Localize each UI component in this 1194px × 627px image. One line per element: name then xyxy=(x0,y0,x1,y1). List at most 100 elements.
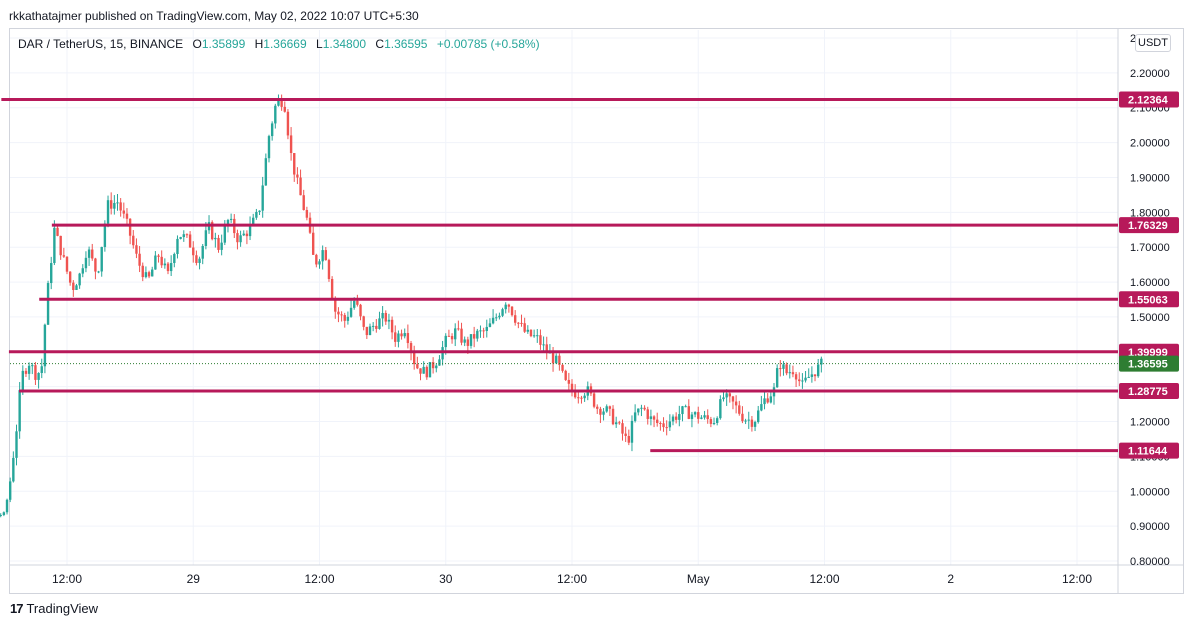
candle-body xyxy=(270,123,274,137)
candle-body xyxy=(419,368,422,374)
candle-body xyxy=(289,135,293,154)
candle-body xyxy=(779,368,782,370)
tradingview-logo[interactable]: 17 TradingView xyxy=(10,601,98,616)
candle-body xyxy=(785,364,788,374)
candle-body xyxy=(798,379,801,382)
candle-body xyxy=(198,258,201,263)
candle-body xyxy=(697,412,700,419)
candle-body xyxy=(513,315,517,323)
publisher-line: rkkathatajmer published on TradingView.c… xyxy=(9,9,419,23)
legend-close-label: C xyxy=(375,37,385,51)
candle-body xyxy=(577,397,580,399)
candle-body xyxy=(40,366,43,374)
candle-body xyxy=(416,364,419,369)
candle-body xyxy=(627,435,631,443)
candle-body xyxy=(690,414,694,419)
candle-body xyxy=(507,304,511,307)
candle-body xyxy=(542,344,545,346)
y-tick-label: 0.90000 xyxy=(1130,521,1170,533)
candle-body xyxy=(400,333,403,337)
y-tick-label: 1.80000 xyxy=(1130,207,1170,219)
candle-body xyxy=(621,423,624,434)
level-price-label: 1.28775 xyxy=(1128,386,1168,398)
candle-body xyxy=(324,250,328,261)
chart-frame xyxy=(9,28,1184,594)
candle-body xyxy=(97,271,100,273)
candle-body xyxy=(517,322,520,324)
candle-body xyxy=(406,333,410,344)
candle-body xyxy=(570,383,574,391)
candle-body xyxy=(5,499,9,513)
candle-body xyxy=(539,335,542,345)
candle-body xyxy=(242,233,245,236)
candle-body xyxy=(744,420,747,422)
candle-body xyxy=(700,417,703,419)
candle-body xyxy=(529,329,533,337)
candle-body xyxy=(510,306,514,316)
candle-body xyxy=(520,322,523,324)
level-price-label: 1.55063 xyxy=(1128,294,1168,306)
candle-body xyxy=(583,395,586,399)
candle-body xyxy=(668,421,672,428)
candle-body xyxy=(394,332,397,342)
candle-body xyxy=(412,352,416,365)
legend-symbol[interactable]: DAR / TetherUS, 15, BINANCE xyxy=(18,37,184,51)
candle-body xyxy=(665,427,668,429)
level-price-tag xyxy=(1119,91,1179,108)
candle-body xyxy=(192,247,195,256)
candle-body xyxy=(671,416,675,422)
candle-body xyxy=(299,177,302,196)
candle-body xyxy=(37,373,40,380)
candle-body xyxy=(220,242,223,250)
candle-body xyxy=(450,336,454,340)
candle-body xyxy=(643,407,646,410)
candle-body xyxy=(274,105,277,124)
candle-body xyxy=(596,406,599,409)
candle-body xyxy=(46,283,50,325)
candle-body xyxy=(113,202,116,209)
candle-body xyxy=(813,374,817,377)
candle-body xyxy=(738,405,741,414)
candle-body xyxy=(498,315,501,318)
candle-body xyxy=(24,370,28,374)
candle-body xyxy=(160,256,163,266)
y-tick-label: 0.80000 xyxy=(1130,556,1170,568)
y-tick-label: 1.70000 xyxy=(1130,242,1170,254)
candle-body xyxy=(633,412,637,421)
candle-body xyxy=(362,316,365,327)
legend-open-label: O xyxy=(192,37,202,51)
candle-body xyxy=(280,98,283,107)
candle-body xyxy=(106,200,110,224)
candle-body xyxy=(387,319,391,322)
candle-body xyxy=(334,298,337,312)
candle-body xyxy=(27,365,31,374)
candle-body xyxy=(173,254,176,264)
candle-body xyxy=(264,158,268,186)
candle-body xyxy=(8,481,12,500)
candle-body xyxy=(217,237,220,250)
candle-body xyxy=(454,328,457,340)
candle-body xyxy=(545,344,548,354)
y-tick-label: 1.50000 xyxy=(1130,312,1170,324)
candle-body xyxy=(618,422,621,424)
candle-body xyxy=(476,330,479,339)
candle-body xyxy=(252,217,255,225)
currency-button[interactable]: USDT xyxy=(1135,34,1171,52)
candle-body xyxy=(87,249,91,258)
candle-body xyxy=(340,314,343,316)
candle-body xyxy=(188,234,192,248)
candle-body xyxy=(646,409,649,419)
candle-body xyxy=(728,393,732,397)
candle-body xyxy=(482,330,485,332)
candle-body xyxy=(791,372,795,375)
candle-body xyxy=(59,235,62,256)
candle-body xyxy=(794,374,798,380)
y-tick-label: 2.20000 xyxy=(1130,68,1170,80)
legend-change-value: +0.00785 (+0.58%) xyxy=(436,37,540,51)
y-tick-label: 1.20000 xyxy=(1130,417,1170,429)
candle-body xyxy=(532,335,536,337)
candle-body xyxy=(31,365,34,367)
candle-body xyxy=(731,396,735,402)
candle-body xyxy=(397,333,400,342)
